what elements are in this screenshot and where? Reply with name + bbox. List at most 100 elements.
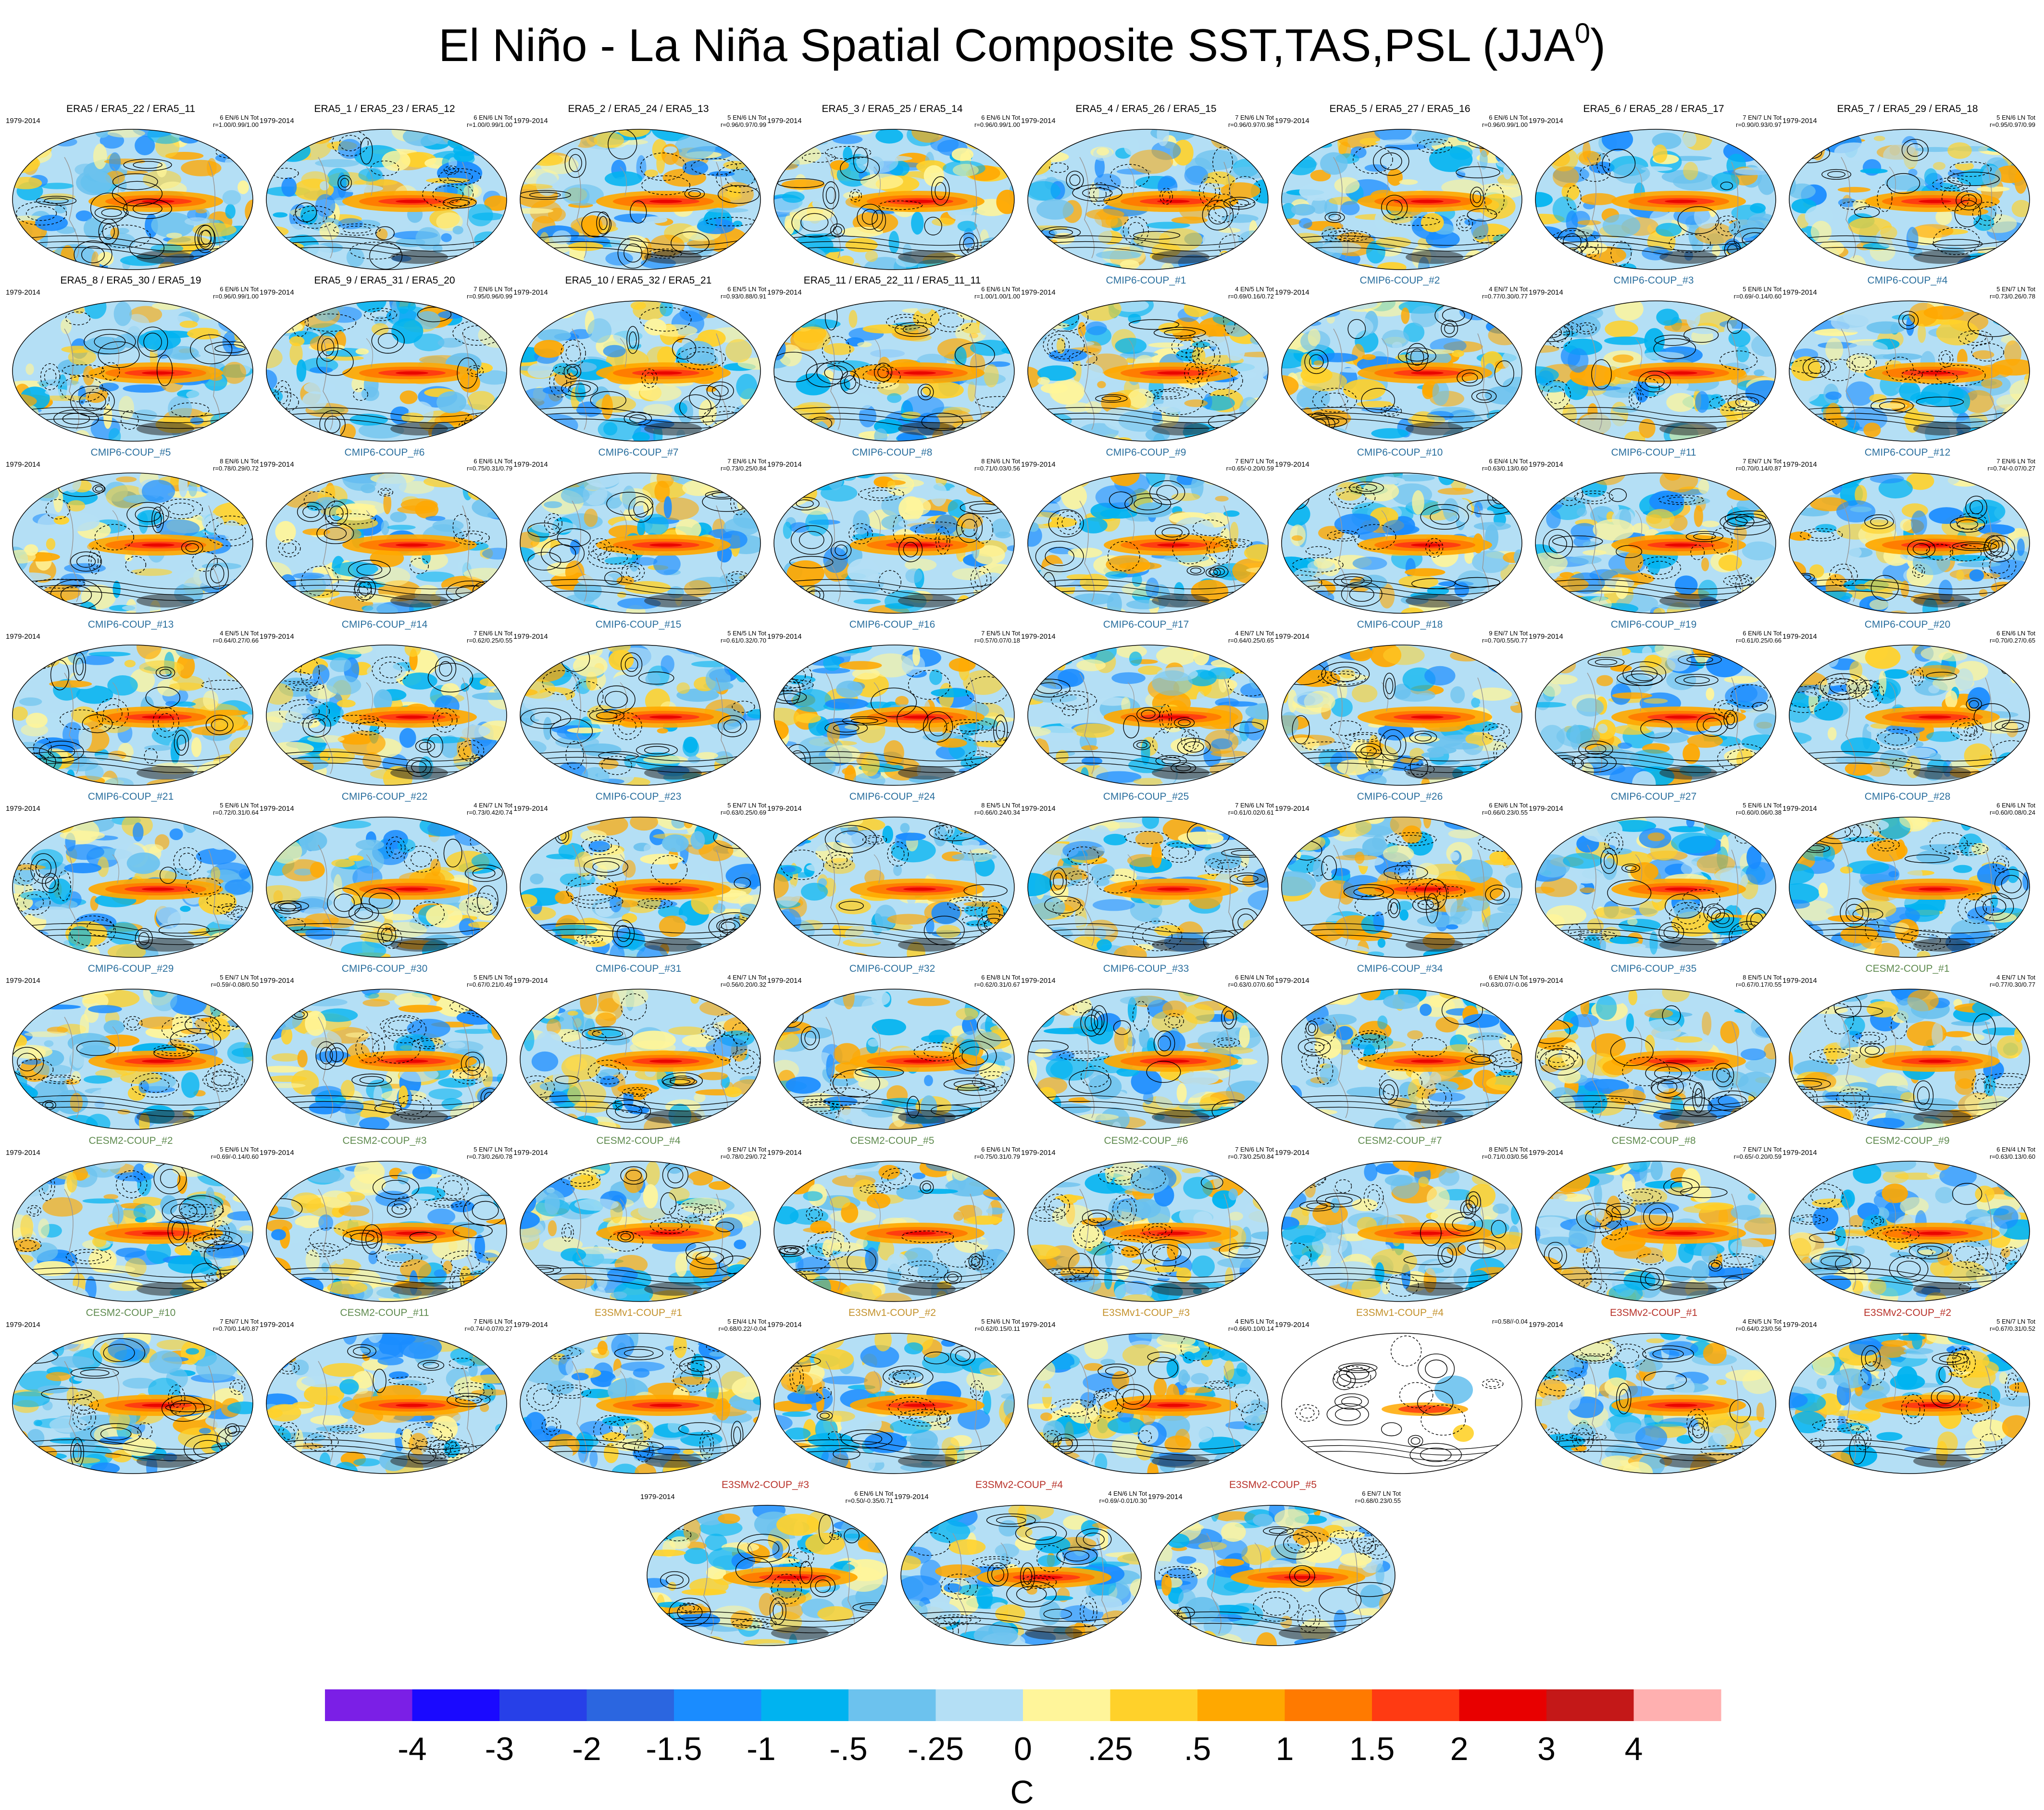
map-panel: E3SMv1-COUP_#3 1979-2014 4 EN/5 LN Tot r=0.… (1021, 1307, 1275, 1476)
global-map (12, 1333, 253, 1474)
global-map (1281, 1161, 1522, 1302)
global-map (1027, 645, 1269, 786)
panel-stats: 4 EN/7 LN Tot r=0.64/0.25/0.65 (1216, 630, 1274, 644)
panel-stat-line: r=0.66/0.23/0.55 (1482, 809, 1528, 816)
map-panel: ERA5_11 / ERA5_22_11 / ERA5_11_11 1979-20… (767, 275, 1021, 444)
map-panel: E3SMv2-COUP_#1 1979-2014 4 EN/5 LN Tot r=0.… (1529, 1307, 1782, 1476)
panel-stats: 6 EN/6 LN Tot r=1.00/0.99/1.00 (455, 114, 512, 128)
map-panel: CMIP6-COUP_#11 1979-2014 7 EN/7 LN Tot r=0.… (1529, 447, 1782, 616)
panel-stat-line: 4 EN/5 LN Tot (1235, 285, 1274, 293)
panel-title: CMIP6-COUP_#25 (1103, 791, 1189, 802)
panel-stats: 6 EN/4 LN Tot r=0.63/0.07/-0.06 (1470, 974, 1528, 988)
panel-stat-line: 6 EN/6 LN Tot (1489, 802, 1528, 809)
map-panel: CESM2-COUP_#8 1979-2014 7 EN/7 LN Tot r=0.6… (1529, 1135, 1782, 1304)
panel-title: ERA5_5 / ERA5_27 / ERA5_16 (1329, 103, 1471, 114)
global-map (520, 1333, 761, 1474)
panel-stat-line: r=1.00/1.00/1.00 (974, 293, 1020, 300)
global-map (1789, 1161, 2030, 1302)
panel-stat-line: 6 EN/6 LN Tot (981, 114, 1020, 121)
panel-stat-line: 5 EN/6 LN Tot (220, 1146, 259, 1153)
panel-period: 1979-2014 (767, 977, 802, 985)
panel-stats: 8 EN/5 LN Tot r=0.66/0.24/0.34 (962, 802, 1020, 816)
map-panel: CMIP6-COUP_#27 1979-2014 5 EN/6 LN Tot r=0.… (1529, 791, 1782, 960)
global-map (773, 817, 1015, 958)
map-panel: ERA5_7 / ERA5_29 / ERA5_18 1979-2014 5 EN/… (1782, 103, 2036, 273)
panel-stat-line: 4 EN/5 LN Tot (1743, 1318, 1782, 1325)
global-map (520, 989, 761, 1130)
panel-stat-line: 6 EN/6 LN Tot (981, 285, 1020, 293)
panel-stat-line: r=0.69/-0.14/0.60 (1733, 293, 1782, 300)
panel-period: 1979-2014 (1529, 460, 1563, 469)
panel-stat-line: r=0.69/0.16/0.72 (1228, 293, 1274, 300)
panel-stats: 4 EN/5 LN Tot r=0.64/0.27/0.66 (201, 630, 259, 644)
panel-stat-line: 6 EN/6 LN Tot (474, 114, 512, 121)
panel-stat-line: 5 EN/5 LN Tot (727, 630, 766, 637)
panel-stats: 5 EN/6 LN Tot r=0.72/0.31/0.64 (201, 802, 259, 816)
panel-title: CMIP6-COUP_#15 (595, 619, 682, 630)
panel-stat-line: 5 EN/7 LN Tot (727, 802, 766, 809)
panel-stat-line: r=0.95/0.96/0.99 (466, 293, 512, 300)
panel-stat-line: r=0.70/0.55/0.77 (1482, 637, 1528, 644)
panel-stats: 4 EN/5 LN Tot r=0.64/0.23/0.56 (1724, 1318, 1782, 1332)
map-panel: CMIP6-COUP_#32 1979-2014 6 EN/8 LN Tot r=0.… (767, 963, 1021, 1132)
panel-period: 1979-2014 (1021, 805, 1056, 813)
panel-stat-line: 7 EN/5 LN Tot (981, 630, 1020, 637)
panel-period: 1979-2014 (260, 1321, 294, 1329)
map-panel: CMIP6-COUP_#30 1979-2014 5 EN/5 LN Tot r=0.… (260, 963, 513, 1132)
panel-stat-line: r=0.66/0.10/0.14 (1228, 1325, 1274, 1332)
panel-stat-line: 9 EN/7 LN Tot (727, 1146, 766, 1153)
panel-stats: r=0.58//-0.04 (1470, 1318, 1528, 1325)
panel-stat-line: 7 EN/7 LN Tot (1235, 458, 1274, 465)
global-map (1535, 1161, 1776, 1302)
panel-title: CMIP6-COUP_#8 (852, 447, 933, 458)
global-map (520, 817, 761, 958)
panel-stat-line: r=0.63/0.07/0.60 (1228, 981, 1274, 988)
panel-title: CMIP6-COUP_#16 (849, 619, 935, 630)
panel-period: 1979-2014 (1782, 460, 1817, 469)
panel-title: E3SMv1-COUP_#1 (594, 1307, 683, 1318)
panel-title: ERA5_6 / ERA5_28 / ERA5_17 (1583, 103, 1724, 114)
global-map (12, 472, 253, 614)
panel-stat-line: 6 EN/6 LN Tot (220, 114, 259, 121)
panel-period: 1979-2014 (513, 632, 548, 641)
panel-stat-line: r=0.62/0.25/0.55 (466, 637, 512, 644)
panel-stats: 6 EN/8 LN Tot r=0.62/0.31/0.67 (962, 974, 1020, 988)
panel-stat-line: 6 EN/7 LN Tot (1362, 1490, 1401, 1497)
panel-period: 1979-2014 (1782, 1321, 1817, 1329)
panel-title: CESM2-COUP_#7 (1358, 1135, 1442, 1146)
panel-stats: 8 EN/5 LN Tot r=0.71/0.03/0.56 (1470, 1146, 1528, 1160)
panel-stats: 4 EN/5 LN Tot r=0.69/0.16/0.72 (1216, 285, 1274, 300)
global-map (1789, 472, 2030, 614)
panel-stat-line: r=0.74/-0.07/0.27 (1987, 465, 2035, 472)
panel-period: 1979-2014 (767, 117, 802, 125)
global-map (773, 989, 1015, 1130)
panel-stat-line: r=0.96/0.97/0.99 (720, 121, 766, 128)
panel-stats: 6 EN/6 LN Tot r=0.61/0.25/0.66 (1724, 630, 1782, 644)
panel-title: CMIP6-COUP_#9 (1106, 447, 1186, 458)
map-panel: ERA5_6 / ERA5_28 / ERA5_17 1979-2014 7 EN/… (1529, 103, 1782, 273)
panel-stat-line: r=0.68/0.22/-0.04 (718, 1325, 766, 1332)
panel-stats: 5 EN/7 LN Tot r=0.73/0.26/0.78 (455, 1146, 512, 1160)
panel-period: 1979-2014 (1782, 805, 1817, 813)
global-map (1789, 300, 2030, 442)
panel-title: CMIP6-COUP_#10 (1357, 447, 1443, 458)
panel-title: E3SMv2-COUP_#4 (975, 1479, 1063, 1490)
global-map (266, 645, 507, 786)
panel-stats: 9 EN/7 LN Tot r=0.70/0.55/0.77 (1470, 630, 1528, 644)
panel-title: ERA5_3 / ERA5_25 / ERA5_14 (822, 103, 963, 114)
map-panel: CMIP6-COUP_#8 1979-2014 8 EN/6 LN Tot r=0.7… (767, 447, 1021, 616)
panel-stat-line: r=0.96/0.99/1.00 (212, 293, 259, 300)
panel-period: 1979-2014 (6, 1149, 40, 1157)
panel-title: ERA5_11 / ERA5_22_11 / ERA5_11_11 (803, 275, 981, 286)
panel-stats: 6 EN/6 LN Tot r=0.96/0.99/1.00 (962, 114, 1020, 128)
map-panel: E3SMv1-COUP_#2 1979-2014 5 EN/6 LN Tot r=0.… (767, 1307, 1021, 1476)
global-map (1027, 1161, 1269, 1302)
map-panel: CMIP6-COUP_#21 1979-2014 5 EN/6 LN Tot r=0.… (6, 791, 260, 960)
panel-stat-line: 7 EN/6 LN Tot (474, 630, 512, 637)
global-map (1027, 1333, 1269, 1474)
panel-stat-line: 7 EN/6 LN Tot (474, 1318, 512, 1325)
panel-stats: 6 EN/4 LN Tot r=0.63/0.13/0.60 (1470, 458, 1528, 472)
panel-stat-line: 4 EN/6 LN Tot (1108, 1490, 1147, 1497)
panel-title: CMIP6-COUP_#7 (598, 447, 679, 458)
global-map (1535, 472, 1776, 614)
